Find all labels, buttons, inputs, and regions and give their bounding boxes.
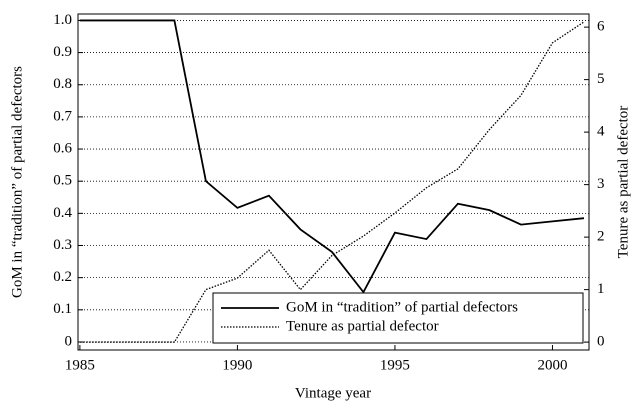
y-tick-label: 0.5 [53, 173, 72, 189]
y2-tick-label: 4 [597, 124, 605, 140]
y2-tick-label: 0 [597, 334, 605, 350]
y-tick-label: 0.8 [53, 76, 72, 92]
x-tick-label: 2000 [537, 357, 567, 373]
legend-label: Tenure as partial defector [286, 318, 439, 334]
x-tick-label: 1995 [380, 357, 410, 373]
y2-tick-label: 5 [597, 71, 605, 87]
legend-box [212, 292, 584, 344]
y2-tick-label: 1 [597, 281, 605, 297]
x-tick-label: 1985 [65, 357, 95, 373]
y-tick-label: 0.7 [53, 108, 72, 124]
y2-tick-label: 2 [597, 229, 605, 245]
y2-tick-label: 6 [597, 19, 605, 35]
y2-tick-label: 3 [597, 176, 605, 192]
series-line [79, 19, 585, 294]
y-tick-label: 1.0 [53, 12, 72, 28]
plot-frame [77, 13, 590, 351]
y-tick-label: 0.6 [53, 140, 72, 156]
y-tick-label: 0.2 [53, 269, 72, 285]
legend-label: GoM in “tradition” of partial defectors [286, 299, 518, 315]
x-tick-label: 1990 [222, 357, 252, 373]
y-tick-label: 0.9 [53, 44, 72, 60]
y-tick-label: 0 [65, 333, 73, 349]
y2-axis-label: Tenure as partial defector [615, 106, 631, 259]
y-axis-label: GoM in “tradition” of partial defectors [9, 66, 25, 298]
x-axis-label: Vintage year [295, 385, 371, 401]
series-line [79, 21, 585, 343]
y-tick-label: 0.1 [53, 301, 72, 317]
y-tick-label: 0.3 [53, 237, 72, 253]
y-tick-label: 0.4 [53, 205, 72, 221]
